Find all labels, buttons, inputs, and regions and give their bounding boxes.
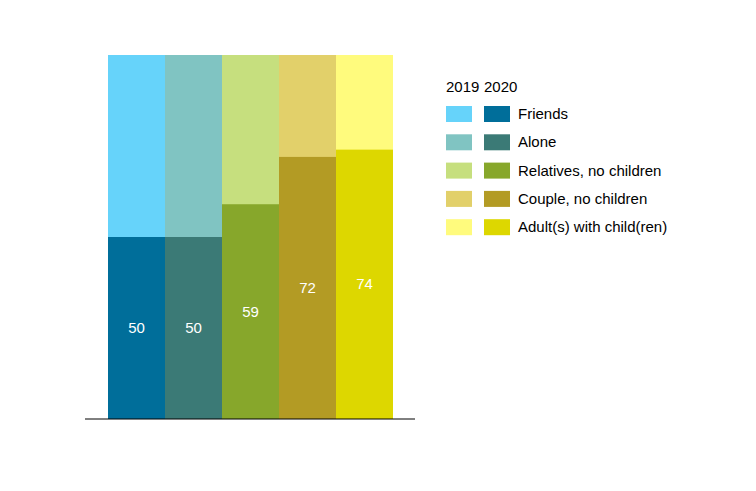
legend-swatch [446,219,472,235]
bar [222,204,279,419]
bar [279,55,336,419]
legend-swatch [484,191,510,207]
data-label: 50 [185,319,202,336]
legend: 2019 2020Friends Alone Relatives, no childr… [446,78,667,235]
bar [165,55,222,419]
bar [336,55,393,419]
legend-swatch [484,106,510,122]
legend-swatch [446,163,472,179]
legend-swatch [446,191,472,207]
legend-label: Adult(s) with child(ren) [518,218,667,235]
bar [279,157,336,419]
legend-swatch [484,134,510,150]
data-label: 59 [242,303,259,320]
legend-swatch [484,219,510,235]
data-label: 72 [299,279,316,296]
legend-label: Alone [518,133,556,150]
legend-header: 2020 [484,78,517,95]
bars [108,55,393,419]
data-label: 50 [128,319,145,336]
legend-header: 2019 [446,78,479,95]
legend-swatch [446,106,472,122]
data-labels: 50 50 59 72 74 [128,275,373,336]
legend-label: Couple, no children [518,190,647,207]
legend-label: Friends [518,105,568,122]
legend-label: Relatives, no children [518,162,661,179]
data-label: 74 [356,275,373,292]
bar [222,55,279,419]
bar [165,237,222,419]
legend-swatch [446,134,472,150]
legend-swatch [484,163,510,179]
chart: 50 50 59 72 74 2019 2020Friends Alone Relatives,… [0,0,756,491]
bar [108,55,165,419]
bar [336,150,393,419]
baseline [85,419,415,420]
bar [108,237,165,419]
